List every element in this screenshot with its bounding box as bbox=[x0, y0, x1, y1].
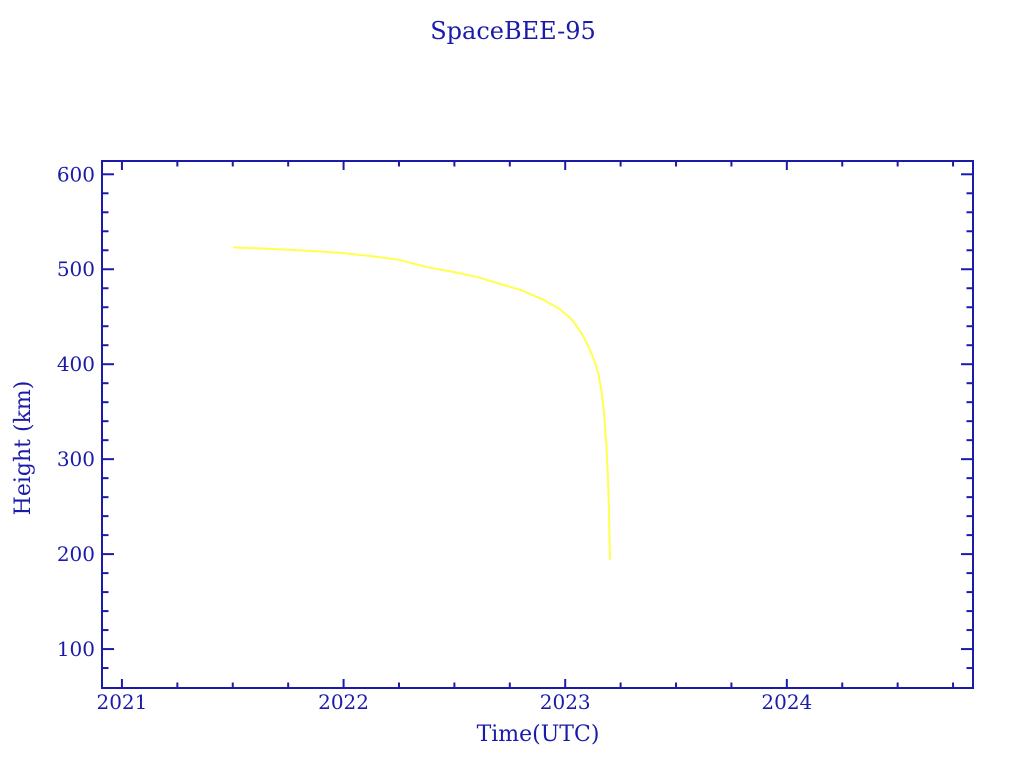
x-axis-label: Time(UTC) bbox=[477, 722, 600, 747]
y-tick-label: 600 bbox=[57, 162, 95, 186]
y-tick-label: 200 bbox=[57, 542, 95, 566]
x-tick-label: 2021 bbox=[96, 690, 147, 714]
chart-title: SpaceBEE-95 bbox=[430, 17, 596, 45]
y-tick-label: 500 bbox=[57, 257, 95, 281]
axes-and-ticks: 2021 2022 2023 2024 100 200 300 400 500 600 bbox=[57, 160, 974, 714]
x-tick-label: 2023 bbox=[540, 690, 591, 714]
y-tick-label: 400 bbox=[57, 352, 95, 376]
height-decay-curve bbox=[232, 246, 611, 560]
plot-border bbox=[101, 160, 974, 689]
y-tick-label: 100 bbox=[57, 637, 95, 661]
decay-curve-line bbox=[232, 246, 611, 560]
y-tick-label: 300 bbox=[57, 447, 95, 471]
y-axis-label: Height (km) bbox=[11, 381, 36, 516]
x-tick-label: 2022 bbox=[318, 690, 369, 714]
x-tick-label: 2024 bbox=[761, 690, 812, 714]
